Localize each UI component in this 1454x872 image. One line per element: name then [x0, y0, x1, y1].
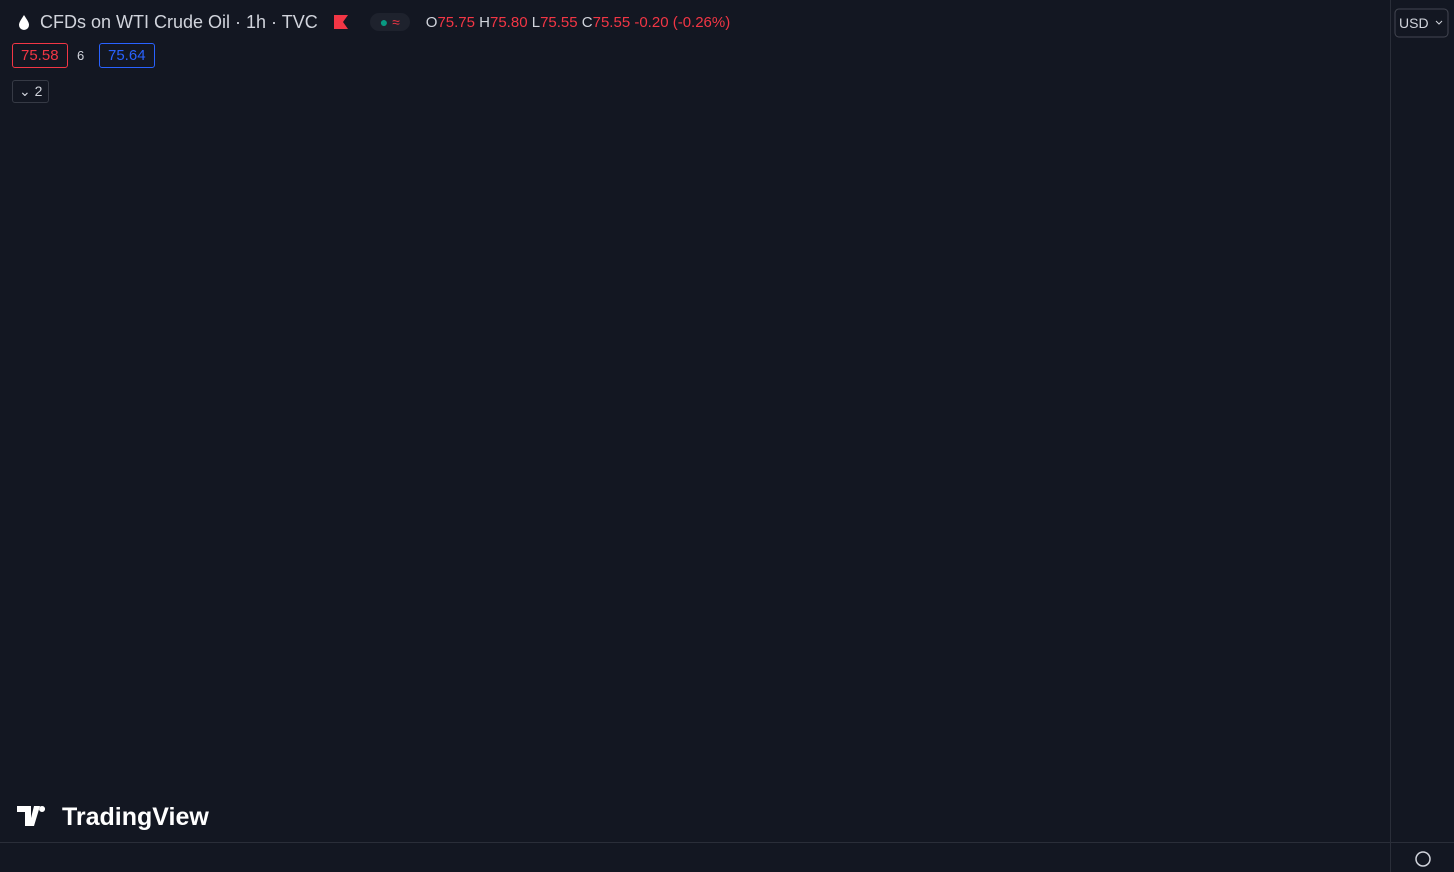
c-label: C: [581, 13, 593, 31]
logo: TradingView: [62, 803, 209, 831]
c-value: 75.55: [592, 13, 631, 31]
o-label: O: [425, 13, 438, 31]
h-label: H: [479, 13, 490, 31]
o-value: 75.75: [437, 13, 475, 31]
spread: 6: [77, 48, 85, 63]
currency-button[interactable]: [1394, 8, 1449, 38]
bid-button[interactable]: 75.58: [12, 43, 68, 68]
logo-icon: [17, 806, 46, 826]
ask-button[interactable]: 75.64: [99, 43, 155, 68]
currency-caret: [1435, 20, 1443, 25]
l-value: 75.55: [540, 13, 578, 31]
settings-icon[interactable]: [1415, 851, 1431, 867]
indicators-count: 2: [34, 83, 43, 99]
currency: USD: [1399, 15, 1429, 31]
legend-header: CFDs on WTI Crude Oil · 1h · TVC ● ≈ O75…: [0, 0, 730, 44]
change: -0.20 (-0.26%): [634, 13, 731, 31]
indicators-toggle[interactable]: ⌄ 2: [12, 80, 50, 103]
symbol-title: CFDs on WTI Crude Oil · 1h · TVC: [40, 11, 318, 32]
ohlc: O75.75 H75.80 L75.55 C75.55 -0.20 (-0.26…: [426, 14, 730, 31]
l-label: L: [531, 13, 541, 31]
status-pill: ● ≈: [369, 13, 410, 31]
symbol-icon: [19, 15, 29, 30]
h-value: 75.80: [490, 13, 528, 31]
flag-icon: [333, 15, 348, 29]
